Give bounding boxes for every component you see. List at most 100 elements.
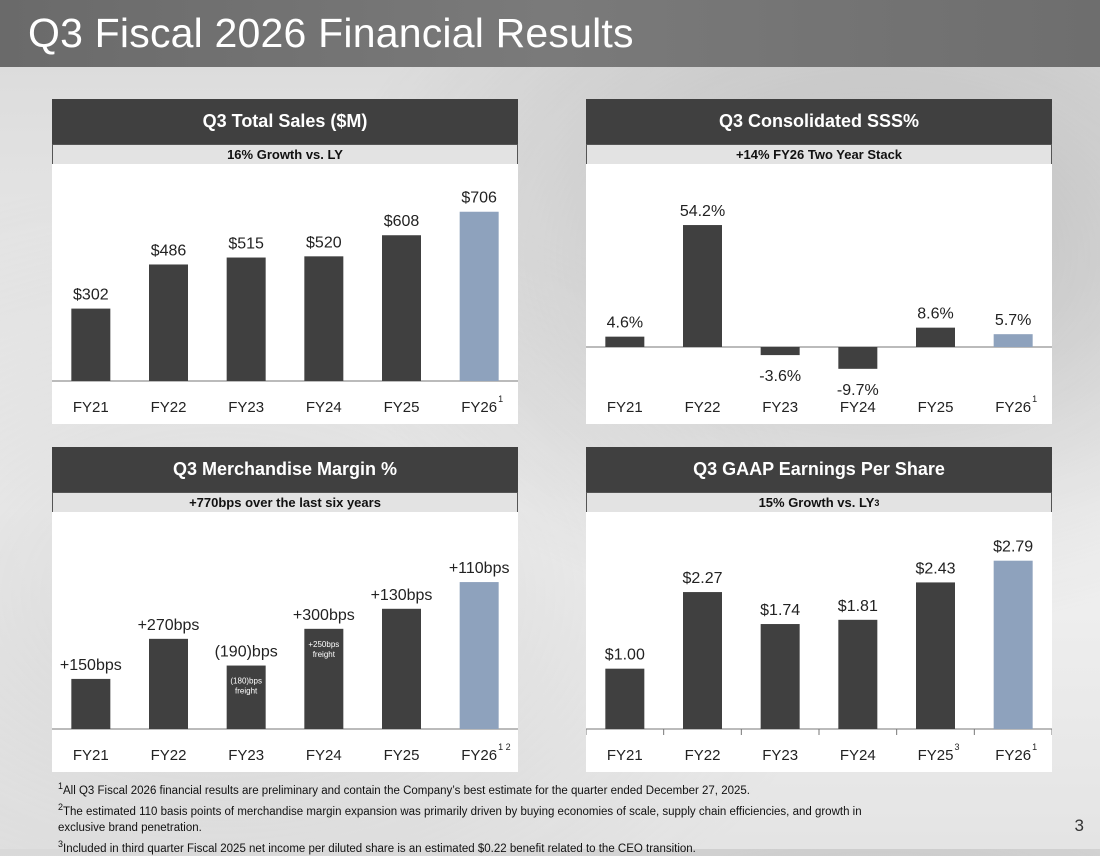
category-label: FY24 bbox=[306, 399, 342, 416]
category-footnote-mark: 1 bbox=[1032, 742, 1037, 752]
category-label: FY21 bbox=[73, 399, 109, 416]
bar-note: (180)bps bbox=[230, 677, 262, 686]
panel-header: Q3 Total Sales ($M) bbox=[52, 99, 518, 144]
bar-fy26 bbox=[459, 582, 499, 729]
subheader-footnote-mark: 3 bbox=[874, 497, 880, 508]
category-label: FY25 bbox=[384, 399, 420, 416]
data-label: $608 bbox=[384, 213, 420, 230]
category-label: FY24 bbox=[840, 399, 876, 416]
bar-fy24 bbox=[304, 256, 344, 381]
footnote-3: 3Included in third quarter Fiscal 2025 n… bbox=[58, 838, 696, 855]
category-label: FY26 bbox=[995, 747, 1031, 764]
category-label: FY22 bbox=[151, 399, 187, 416]
chart-body: $302 FY21 $486 FY22 $515 FY23 $520 FY24 $608 FY25… bbox=[52, 164, 518, 424]
category-label: FY26 bbox=[995, 399, 1031, 416]
data-label: -3.6% bbox=[759, 368, 801, 385]
page-number: 3 bbox=[1074, 816, 1084, 835]
bar-fy25 bbox=[382, 608, 421, 729]
bar-fy22 bbox=[683, 225, 722, 347]
chart-body: +150bps FY21 +270bps FY22 (190)bps (180)bps fr… bbox=[52, 512, 518, 772]
category-label: FY21 bbox=[607, 399, 643, 416]
panel-header: Q3 GAAP Earnings Per Share bbox=[586, 447, 1052, 492]
data-label: $302 bbox=[73, 287, 109, 304]
bar-fy23 bbox=[760, 347, 800, 356]
category-label: FY25 bbox=[918, 399, 954, 416]
bar-fy22 bbox=[149, 638, 188, 729]
data-label: -9.7% bbox=[837, 382, 879, 399]
panel-total-sales: Q3 Total Sales ($M) 16% Growth vs. LY $3… bbox=[52, 99, 518, 424]
category-label: FY24 bbox=[306, 747, 342, 764]
category-label: FY21 bbox=[607, 747, 643, 764]
category-label: FY25 bbox=[918, 747, 954, 764]
data-label: $706 bbox=[461, 190, 497, 207]
bar-fy24 bbox=[838, 619, 878, 729]
category-label: FY26 bbox=[461, 399, 497, 416]
data-label: 4.6% bbox=[607, 315, 643, 332]
bar-fy26 bbox=[993, 334, 1033, 347]
subheader-text: +14% FY26 Two Year Stack bbox=[735, 147, 903, 162]
footnote-2-cont: exclusive brand penetration. bbox=[58, 821, 202, 834]
bar-fy26 bbox=[993, 560, 1033, 729]
panel-subheader: +770bps over the last six years bbox=[52, 492, 518, 513]
category-label: FY22 bbox=[685, 747, 721, 764]
margin-bar-chart: +150bpsFY21+270bpsFY22(190)bps(180)bpsfr… bbox=[52, 560, 518, 764]
subheader-text: 16% Growth vs. LY bbox=[227, 147, 343, 162]
bar-note: freight bbox=[313, 650, 336, 659]
data-label: $2.43 bbox=[915, 560, 955, 577]
chart-body: 4.6% FY21 54.2% FY22 -3.6% FY23 -9.7% FY24 8.6% F… bbox=[586, 164, 1052, 424]
chart-body: $1.00 FY21 $2.27 FY22 $1.74 FY23 $1.81 FY24 $2.4… bbox=[586, 512, 1052, 772]
footnote-1: 1All Q3 Fiscal 2026 financial results ar… bbox=[58, 781, 750, 797]
eps-bar-chart: $1.00 FY21 $2.27 FY22 $1.74 FY23 $1.81 FY24 $2.4… bbox=[586, 539, 1052, 764]
bar-fy25 bbox=[382, 235, 421, 381]
category-footnote-mark: 1 bbox=[1032, 394, 1037, 404]
subheader-text: +770bps over the last six years bbox=[189, 495, 381, 510]
panel-consolidated-sss: Q3 Consolidated SSS% +14% FY26 Two Year … bbox=[586, 99, 1052, 424]
data-label: +110bps bbox=[449, 560, 510, 577]
panel-header: Q3 Consolidated SSS% bbox=[586, 99, 1052, 144]
data-label: $1.00 bbox=[605, 647, 645, 664]
footnotes: 1All Q3 Fiscal 2026 financial results ar… bbox=[58, 778, 1018, 856]
category-footnote-mark: 3 bbox=[955, 742, 960, 752]
panel-gaap-eps: Q3 GAAP Earnings Per Share 15% Growth vs… bbox=[586, 447, 1052, 772]
data-label: +300bps bbox=[293, 607, 355, 624]
bar-note: +250bps bbox=[308, 640, 339, 649]
data-label: 8.6% bbox=[917, 306, 953, 323]
data-label: $520 bbox=[306, 234, 342, 251]
bar-fy21 bbox=[71, 678, 111, 729]
bar-fy26 bbox=[459, 211, 499, 381]
title-bar: Q3 Fiscal 2026 Financial Results bbox=[0, 0, 1100, 67]
bar-fy21 bbox=[71, 308, 111, 381]
category-label: FY22 bbox=[685, 399, 721, 416]
panel-subheader: 15% Growth vs. LY 3 bbox=[586, 492, 1052, 513]
panel-subheader: 16% Growth vs. LY bbox=[52, 144, 518, 165]
sss-bar-chart: 4.6% FY21 54.2% FY22 -3.6% FY23 -9.7%FY24 8.6% F… bbox=[586, 203, 1052, 416]
bar-fy25 bbox=[916, 582, 955, 729]
panel-subheader: +14% FY26 Two Year Stack bbox=[586, 144, 1052, 165]
bar-fy22 bbox=[683, 592, 722, 729]
data-label: $2.79 bbox=[993, 539, 1033, 556]
panel-merchandise-margin: Q3 Merchandise Margin % +770bps over the… bbox=[52, 447, 518, 772]
category-label: FY23 bbox=[762, 399, 798, 416]
data-label: 54.2% bbox=[680, 203, 725, 220]
subheader-text: 15% Growth vs. LY bbox=[758, 495, 875, 510]
bar-fy21 bbox=[605, 668, 645, 729]
category-footnote-mark: 1 2 bbox=[498, 742, 511, 752]
data-label: +150bps bbox=[60, 657, 122, 674]
category-label: FY21 bbox=[73, 747, 109, 764]
data-label: (190)bps bbox=[215, 644, 278, 661]
bar-fy24 bbox=[838, 347, 878, 369]
bar-fy24 bbox=[304, 628, 344, 729]
data-label: $486 bbox=[151, 242, 187, 259]
bar-fy22 bbox=[149, 264, 188, 381]
bar-fy21 bbox=[605, 336, 645, 347]
data-label: 5.7% bbox=[995, 312, 1031, 329]
bar-fy25 bbox=[916, 327, 955, 347]
category-label: FY22 bbox=[151, 747, 187, 764]
category-label: FY26 bbox=[461, 747, 497, 764]
category-label: FY25 bbox=[384, 747, 420, 764]
category-label: FY24 bbox=[840, 747, 876, 764]
footnote-2: 2The estimated 110 basis points of merch… bbox=[58, 801, 862, 818]
data-label: $515 bbox=[228, 236, 264, 253]
data-label: $2.27 bbox=[682, 570, 722, 587]
category-label: FY23 bbox=[228, 747, 264, 764]
